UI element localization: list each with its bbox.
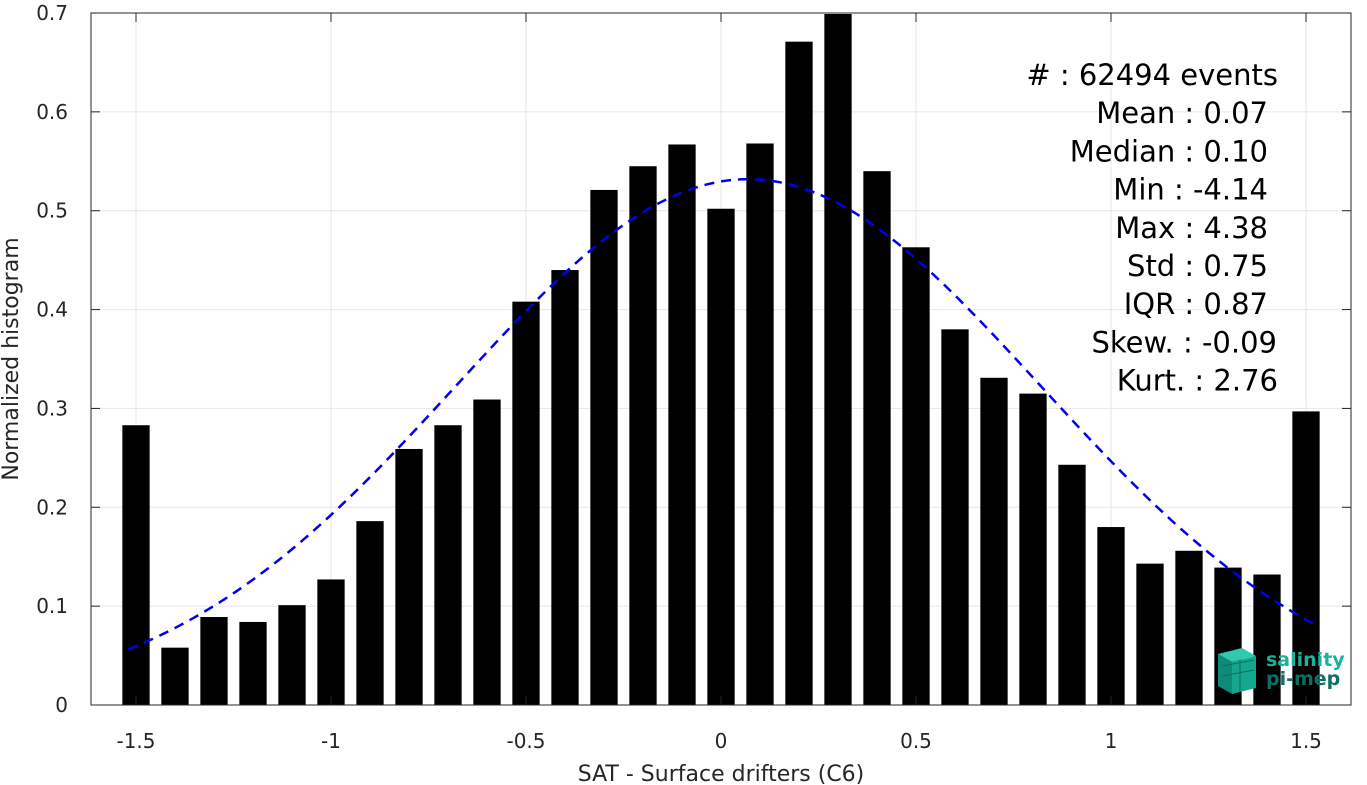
histogram-bar <box>1136 563 1164 705</box>
histogram-bar <box>941 329 969 705</box>
y-tick-label: 0.5 <box>36 199 68 223</box>
histogram-bar <box>1175 550 1203 705</box>
x-tick-label: 0 <box>715 729 728 753</box>
y-tick-label: 0.6 <box>36 100 68 124</box>
stats-line: Min : -4.14 <box>1113 173 1268 207</box>
histogram-bar <box>239 621 267 705</box>
histogram-bar <box>512 301 540 705</box>
histogram-bar <box>122 425 150 705</box>
histogram-bar <box>785 41 813 705</box>
x-tick-label: 1.5 <box>1290 729 1322 753</box>
histogram-bar <box>161 647 189 705</box>
histogram-bar <box>746 143 774 705</box>
histogram-bar <box>200 617 228 705</box>
salinity-pimep-logo: salinity pi-mep <box>1218 648 1345 694</box>
y-tick-label: 0.4 <box>36 298 68 322</box>
histogram-bar <box>1097 527 1125 705</box>
logo-cube-icon <box>1218 648 1256 694</box>
x-tick-label: -0.5 <box>506 729 545 753</box>
x-tick-label: 0.5 <box>900 729 932 753</box>
stats-line: Max : 4.38 <box>1115 211 1268 245</box>
histogram-bar <box>707 208 735 706</box>
logo-text-salinity: salinity <box>1266 649 1345 671</box>
histogram-bar <box>1292 411 1320 705</box>
histogram-bar <box>317 579 345 705</box>
x-tick-label: -1 <box>321 729 341 753</box>
histogram-bar <box>473 399 501 705</box>
histogram-bar <box>1019 393 1047 705</box>
y-tick-label: 0.3 <box>36 396 68 420</box>
stats-annotation: # : 62494 events Mean : 0.07 Median : 0.10… <box>1026 58 1278 398</box>
histogram-bars <box>122 13 1320 706</box>
histogram-bar <box>590 189 618 705</box>
histogram-bar <box>356 521 384 705</box>
axis-ticks: -1.5 -1 -0.5 0 0.5 1 1.5 0 0.1 0.2 0.3 0.4 0.5 0.6 0.7 <box>36 1 1351 753</box>
logo-text-pimep: pi-mep <box>1266 668 1340 690</box>
stats-line: Std : 0.75 <box>1127 249 1268 283</box>
histogram-bar <box>863 171 891 705</box>
stats-line: Kurt. : 2.76 <box>1117 364 1278 398</box>
histogram-bar <box>902 247 930 705</box>
histogram-bar <box>395 448 423 705</box>
histogram-bar <box>668 144 696 706</box>
stats-line: Mean : 0.07 <box>1096 96 1268 130</box>
x-tick-label: 1 <box>1105 729 1118 753</box>
histogram-bar <box>551 270 579 705</box>
stats-line: Median : 0.10 <box>1070 134 1268 168</box>
x-tick-label: -1.5 <box>116 729 155 753</box>
histogram-bar <box>980 377 1008 705</box>
y-tick-label: 0.1 <box>36 594 68 618</box>
histogram-bar <box>824 13 852 705</box>
stats-line: Skew. : -0.09 <box>1091 325 1277 359</box>
stats-line: # : 62494 events <box>1026 58 1278 92</box>
histogram-bar <box>278 605 306 705</box>
x-axis-label: SAT - Surface drifters (C6) <box>578 762 865 785</box>
histogram-bar <box>1058 464 1086 705</box>
histogram-bar <box>629 166 657 705</box>
y-axis-label: Normalized histogram <box>0 237 24 480</box>
histogram-bar <box>434 425 462 705</box>
y-tick-label: 0.7 <box>36 1 68 25</box>
stats-line: IQR : 0.87 <box>1124 287 1268 321</box>
y-tick-label: 0.2 <box>36 495 68 519</box>
y-tick-label: 0 <box>55 693 68 717</box>
